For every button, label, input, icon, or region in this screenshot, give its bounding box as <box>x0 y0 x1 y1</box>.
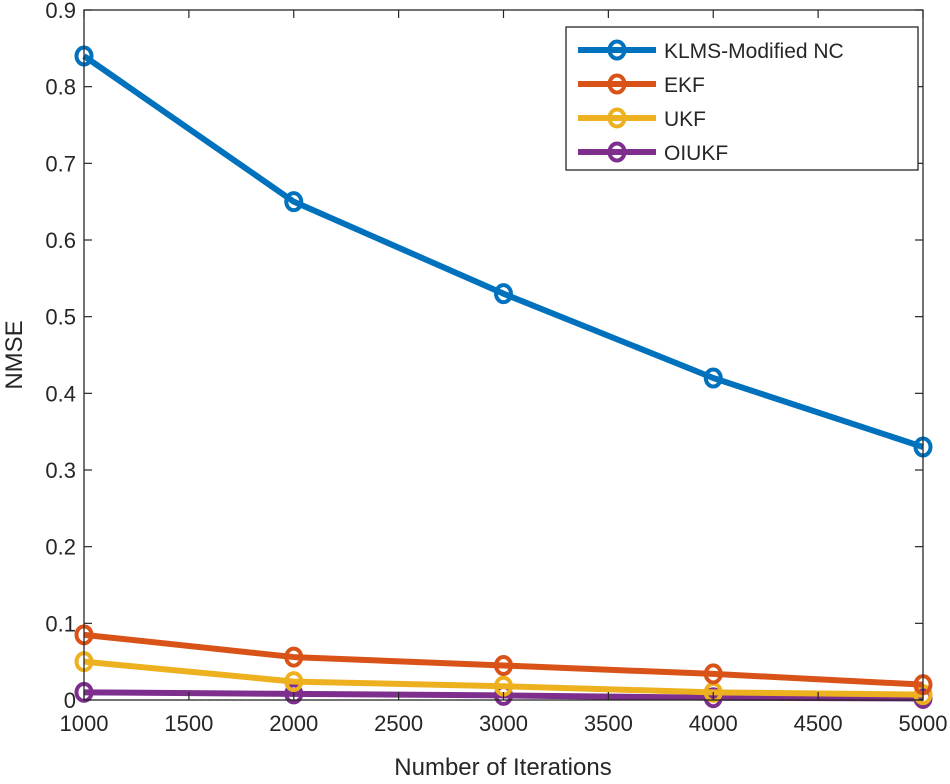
data-point-marker <box>703 663 723 685</box>
legend: KLMS-Modified NC EKF UKF OIUKF <box>565 26 919 171</box>
legend-label: OIUKF <box>664 142 728 165</box>
x-tick-label: 4000 <box>689 711 738 736</box>
x-tick-label: 4500 <box>794 711 843 736</box>
x-axis-label: Number of Iterations <box>394 754 611 779</box>
legend-entry: EKF <box>578 73 705 97</box>
series-line <box>83 631 924 688</box>
y-tick-label: 0.9 <box>45 0 76 23</box>
y-tick-label: 0.6 <box>45 228 76 253</box>
legend-label: UKF <box>664 108 706 131</box>
data-point-marker <box>494 655 513 676</box>
legend-entry: OIUKF <box>578 141 728 165</box>
y-tick-label: 0.1 <box>45 611 76 636</box>
y-tick-label: 0.5 <box>45 305 76 330</box>
data-point-marker <box>284 671 304 693</box>
x-tick-label: 3000 <box>479 711 528 736</box>
legend-entry: UKF <box>578 107 706 131</box>
x-tick-label: 1000 <box>60 711 109 736</box>
data-point-marker <box>284 191 304 213</box>
data-point-marker <box>494 283 513 305</box>
y-tick-label: 0.2 <box>45 535 76 560</box>
legend-marker <box>607 39 627 61</box>
legend-entry: KLMS-Modified NC <box>578 39 844 63</box>
y-axis-label: NMSE <box>1 320 28 389</box>
legend-label: KLMS-Modified NC <box>664 40 844 63</box>
x-tick-label: 1500 <box>164 711 213 736</box>
data-point-marker <box>284 683 304 705</box>
data-point-marker <box>284 646 304 668</box>
y-tick-label: 0.4 <box>45 381 76 406</box>
x-tick-label: 2000 <box>269 711 318 736</box>
series-line <box>82 53 924 450</box>
data-point-marker <box>703 367 723 389</box>
x-tick-label: 2500 <box>374 711 423 736</box>
y-tick-label: 0 <box>64 688 76 713</box>
series-ekf <box>74 624 933 696</box>
y-tick-label: 0.8 <box>45 75 76 100</box>
x-tick-label: 5000 <box>899 711 948 736</box>
ticks-layer: 1000 1500 2000 2500 3000 3500 4000 4500 5000 0 0.1… <box>45 0 947 736</box>
y-tick-label: 0.3 <box>45 458 76 483</box>
series-line <box>83 658 924 698</box>
legend-marker <box>607 141 627 163</box>
legend-label: EKF <box>664 74 705 97</box>
x-tick-label: 3500 <box>584 711 633 736</box>
y-tick-label: 0.7 <box>45 151 76 176</box>
legend-marker <box>607 107 627 129</box>
legend-marker <box>607 73 627 95</box>
